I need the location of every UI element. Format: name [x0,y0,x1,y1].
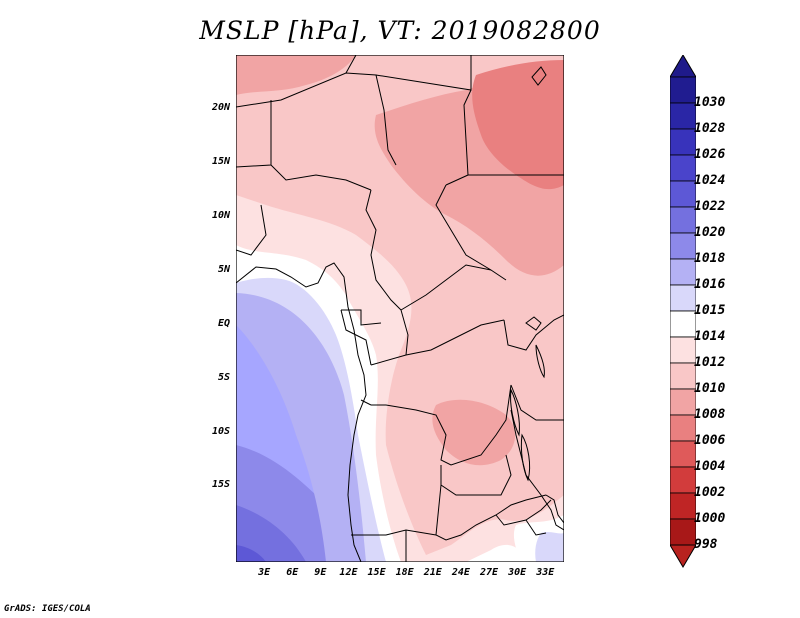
colorbar-swatch [670,388,696,416]
lat-label: 20N [211,101,230,113]
lon-label: 24E [451,567,470,578]
map-title: MSLP [hPa], VT: 2019082800 [199,16,601,45]
se-high-pressure-region [535,532,564,562]
map-panel[interactable] [236,55,564,562]
low-pressure-1008-nw [236,55,356,95]
lat-label: 10N [211,209,230,221]
low-pressure-1006-ne [472,60,564,190]
colorbar-top-arrow [670,55,696,78]
lat-label: 15S [211,479,230,491]
lon-label: 33E [536,567,555,578]
colorbar-level-label: 1026 [694,147,726,162]
lat-label: 5S [217,371,230,383]
colorbar-swatch [670,336,696,364]
colorbar-level-label: 1028 [694,121,726,136]
high-pressure-1020-region [236,505,306,562]
colorbar-level-label: 1014 [694,329,726,344]
colorbar-bottom-arrow [670,544,696,568]
colorbar [670,55,696,568]
colorbar-level-label: 1022 [694,199,726,214]
colorbar-level-label: 1024 [694,173,726,188]
colorbar-level-label: 998 [694,537,718,552]
lon-label: 9E [314,567,327,578]
colorbar-level-label: 1012 [694,355,726,370]
grads-credit: GrADS: IGES/COLA [4,604,91,614]
lon-label: 12E [339,567,358,578]
low-pressure-1008-central [432,399,516,466]
colorbar-level-label: 1000 [694,511,726,526]
colorbar-swatch [670,180,696,208]
lat-label: 10S [211,425,230,437]
lat-label: 5N [217,263,230,275]
lat-label: 15N [211,155,230,167]
colorbar-level-label: 1030 [694,95,726,110]
colorbar-level-label: 1015 [694,303,726,318]
lon-label: 6E [286,567,299,578]
colorbar-swatch [670,154,696,182]
colorbar-level-label: 1018 [694,251,726,266]
colorbar-swatch [670,362,696,390]
colorbar-swatch [670,206,696,234]
colorbar-swatch [670,440,696,468]
colorbar-swatch [670,258,696,286]
colorbar-swatch [670,102,696,130]
colorbar-level-label: 1008 [694,407,726,422]
lon-label: 30E [508,567,527,578]
lon-label: 27E [479,567,499,578]
lon-label: 18E [395,567,414,578]
map-canvas [236,55,564,562]
high-pressure-1022-region [236,545,266,562]
colorbar-swatch [670,492,696,520]
colorbar-swatch [670,76,696,104]
colorbar-level-label: 1016 [694,277,726,292]
lat-label: EQ [217,317,230,329]
lon-label: 21E [423,567,442,578]
coastline [236,262,564,562]
colorbar-swatch [670,128,696,156]
colorbar-swatch [670,310,696,338]
lon-label: 15E [367,567,386,578]
lon-label: 3E [258,567,271,578]
colorbar-swatch [670,284,696,312]
colorbar-level-label: 1004 [694,459,726,474]
colorbar-swatch [670,466,696,494]
colorbar-swatch [670,518,696,546]
colorbar-level-label: 1002 [694,485,726,500]
lakes [510,66,547,482]
colorbar-swatch [670,414,696,442]
country-borders [236,55,564,562]
colorbar-level-label: 1010 [694,381,726,396]
colorbar-level-label: 1006 [694,433,726,448]
colorbar-swatch [670,232,696,260]
colorbar-level-label: 1020 [694,225,726,240]
